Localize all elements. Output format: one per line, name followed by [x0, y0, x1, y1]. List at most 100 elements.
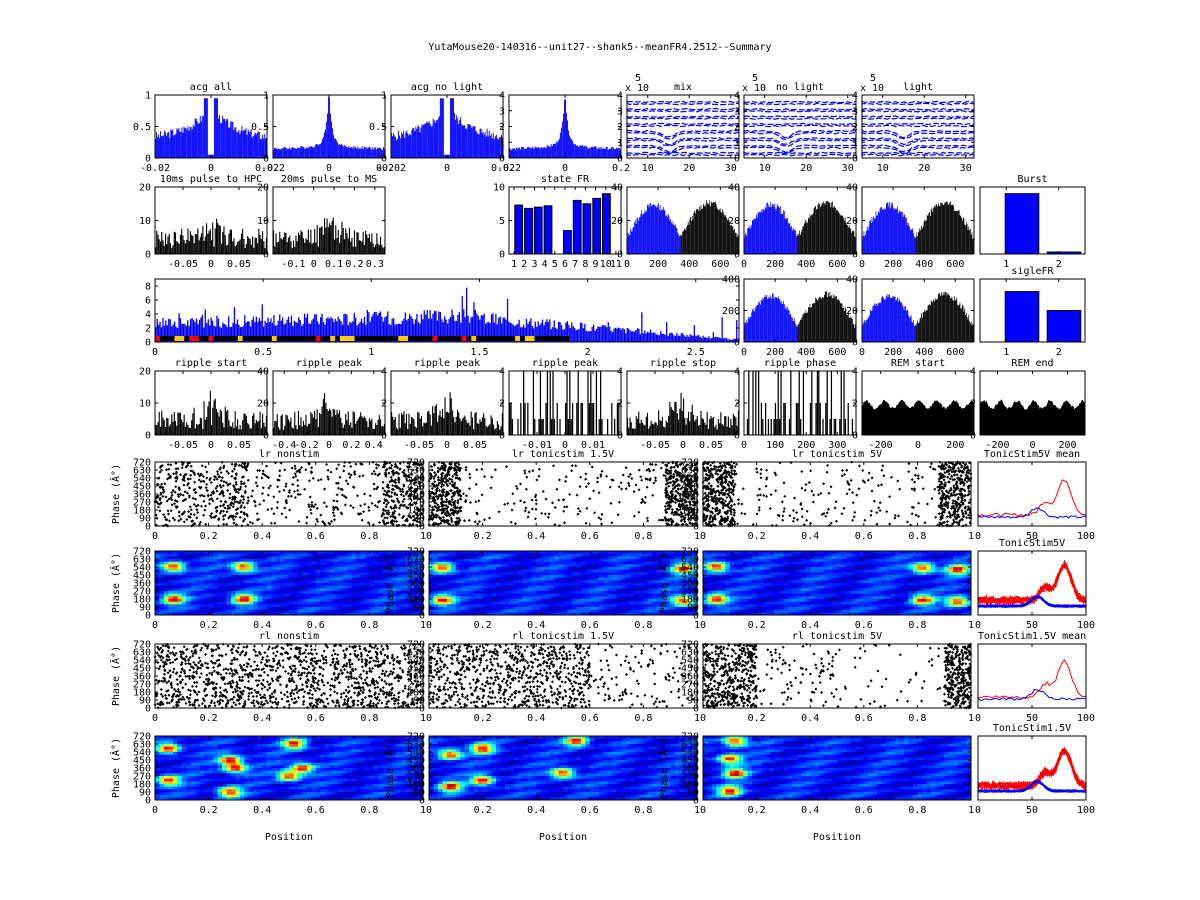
heatmap-cell — [877, 580, 883, 584]
heatmap-cell — [527, 612, 533, 616]
heatmap-cell — [832, 609, 838, 613]
heatmap-cell — [716, 591, 722, 595]
heatmap-cell — [418, 569, 424, 573]
heatmap-cell — [729, 588, 735, 592]
heatmap-cell — [455, 567, 461, 571]
heatmap-cell — [589, 593, 595, 597]
heatmap-cell — [342, 601, 348, 605]
heatmap-cell — [837, 564, 842, 568]
heatmap-cell — [832, 604, 838, 608]
heatmap-cell — [531, 601, 537, 605]
heatmap-cell — [545, 569, 550, 573]
heatmap-cell — [275, 599, 281, 603]
heatmap-cell — [190, 585, 196, 589]
heatmap-cell — [513, 564, 519, 568]
heatmap-cell — [356, 583, 361, 587]
heatmap-cell — [405, 601, 410, 605]
axes-frame — [977, 461, 1087, 527]
heatmap-cell — [616, 609, 622, 613]
heatmap-cell — [360, 561, 366, 565]
heatmap-cell — [195, 572, 201, 576]
heatmap-cell — [770, 564, 775, 568]
heatmap-cell — [545, 596, 550, 600]
heatmap-cell — [868, 556, 874, 560]
heatmap-cell — [707, 583, 713, 587]
heatmap-cell — [311, 591, 317, 595]
heatmap-cell — [665, 564, 671, 568]
heatmap-cell — [868, 559, 874, 563]
bar-7 — [572, 199, 582, 255]
heatmap-cell — [464, 575, 470, 579]
state-strip-segment — [490, 336, 497, 341]
heatmap-cell — [747, 593, 753, 597]
heatmap-cell — [293, 559, 299, 563]
heatmap-cell — [504, 575, 510, 579]
heatmap-cell — [391, 585, 397, 589]
heatmap-cell — [369, 599, 375, 603]
heatmap-cell — [661, 591, 667, 595]
heatmap-cell — [496, 553, 501, 557]
heatmap-cell — [832, 564, 838, 568]
heatmap-cell — [446, 564, 452, 568]
heatmap-cell — [729, 601, 735, 605]
heatmap-cell — [333, 599, 339, 603]
heatmap-cell — [455, 580, 461, 584]
heatmap-cell — [665, 596, 671, 600]
y-tick-label: 0 — [145, 338, 151, 349]
heatmap-cell — [585, 596, 591, 600]
state-strip-segment — [481, 336, 487, 341]
heatmap-cell — [338, 609, 343, 613]
heatmap-cell — [720, 551, 726, 555]
heatmap-cell — [342, 612, 348, 616]
heatmap-cell — [500, 567, 506, 571]
heatmap-cell — [244, 609, 250, 613]
heatmap-cell — [652, 564, 658, 568]
heatmap-cell — [195, 607, 201, 611]
heatmap-cell — [670, 553, 676, 557]
heatmap-cell — [540, 596, 546, 600]
heatmap-cell — [464, 585, 470, 589]
heatmap-cell — [683, 559, 689, 563]
heatmap-cell — [854, 556, 860, 560]
heatmap-cell — [284, 567, 290, 571]
heatmap-cell — [845, 553, 851, 557]
heatmap-cell — [783, 559, 789, 563]
heatmap-cell — [351, 569, 357, 573]
heatmap-cell — [315, 601, 321, 605]
heatmap-cell — [378, 575, 384, 579]
heatmap-cell — [707, 564, 713, 568]
heatmap-cell — [177, 601, 183, 605]
heatmap-cell — [418, 607, 424, 611]
heatmap-cell — [356, 601, 361, 605]
heatmap-cell — [863, 585, 869, 589]
heatmap-cell — [886, 585, 891, 589]
heatmap-cell — [554, 575, 559, 579]
heatmap-cell — [181, 612, 187, 616]
heatmap-cell — [886, 591, 891, 595]
heatmap-cell — [297, 553, 303, 557]
heatmap-cell — [558, 601, 564, 605]
heatmap-cell — [297, 564, 303, 568]
heatmap-cell — [850, 567, 856, 571]
heatmap-cell — [711, 591, 717, 595]
y-tick-label: 270 — [133, 498, 151, 509]
heatmap-cell — [571, 556, 577, 560]
heatmap-cell — [190, 559, 196, 563]
heatmap-cell — [638, 609, 644, 613]
heatmap-cell — [823, 561, 829, 565]
heatmap-cell — [805, 585, 811, 589]
heatmap-cell — [625, 609, 631, 613]
heatmap-cell — [729, 591, 735, 595]
heatmap-cell — [536, 588, 542, 592]
heatmap-cell — [253, 572, 259, 576]
heatmap-cell — [373, 572, 379, 576]
y-tick-label: 3 — [617, 106, 623, 117]
state-strip-segment — [408, 336, 414, 341]
heatmap-cell — [396, 604, 402, 608]
heatmap-cell — [774, 577, 780, 581]
heatmap-cell — [580, 577, 586, 581]
heatmap-cell — [199, 583, 205, 587]
